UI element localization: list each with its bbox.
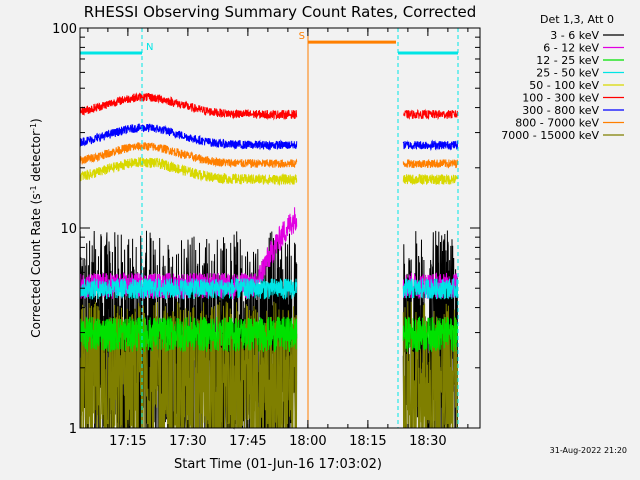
legend-label: 7000 - 15000 keV — [501, 129, 599, 142]
x-axis-label: Start Time (01-Jun-16 17:03:02) — [174, 457, 382, 472]
x-tick-label: 18:30 — [409, 434, 446, 449]
legend-label: 25 - 50 keV — [536, 67, 599, 80]
series-line-5 — [79, 92, 458, 121]
x-tick-label: 18:00 — [289, 434, 326, 449]
series-line-4 — [79, 157, 458, 187]
x-tick-label: 17:30 — [169, 434, 206, 449]
y-tick-label: 1 — [69, 422, 77, 437]
legend-label: 12 - 25 keV — [536, 54, 599, 67]
y-axis-label: Corrected Count Rate (s-1 detector-1) — [29, 118, 44, 337]
series-line-2 — [79, 316, 458, 352]
legend-label: 800 - 7000 keV — [515, 117, 599, 130]
legend-label: 6 - 12 keV — [543, 42, 599, 55]
legend-title: Det 1,3, Att 0 — [540, 13, 614, 26]
y-tick-label: 10 — [60, 222, 77, 237]
x-tick-label: 18:15 — [349, 434, 386, 449]
legend-label: 50 - 100 keV — [529, 79, 599, 92]
series-line-3 — [79, 277, 458, 300]
legend-label: 300 - 800 keV — [522, 104, 599, 117]
axis-layer: 1 10 100 17:15 17:30 17:45 18:00 18:15 18:30 — [52, 22, 481, 449]
series-layer — [79, 92, 458, 430]
series-line-7 — [79, 142, 458, 169]
legend-label: 3 - 6 keV — [550, 29, 599, 42]
chart-title: RHESSI Observing Summary Count Rates, Co… — [84, 3, 477, 21]
flag-label-1: S — [299, 31, 305, 42]
legend-label: 100 - 300 keV — [522, 92, 599, 105]
flag-label-0: N — [146, 42, 153, 53]
x-tick-label: 17:45 — [229, 434, 266, 449]
x-tick-label: 17:15 — [109, 434, 146, 449]
y-tick-label: 100 — [52, 22, 77, 37]
series-line-6 — [79, 123, 458, 152]
flag-layer: NS — [80, 28, 459, 428]
plot-timestamp: 31-Aug-2022 21:20 — [550, 446, 627, 455]
